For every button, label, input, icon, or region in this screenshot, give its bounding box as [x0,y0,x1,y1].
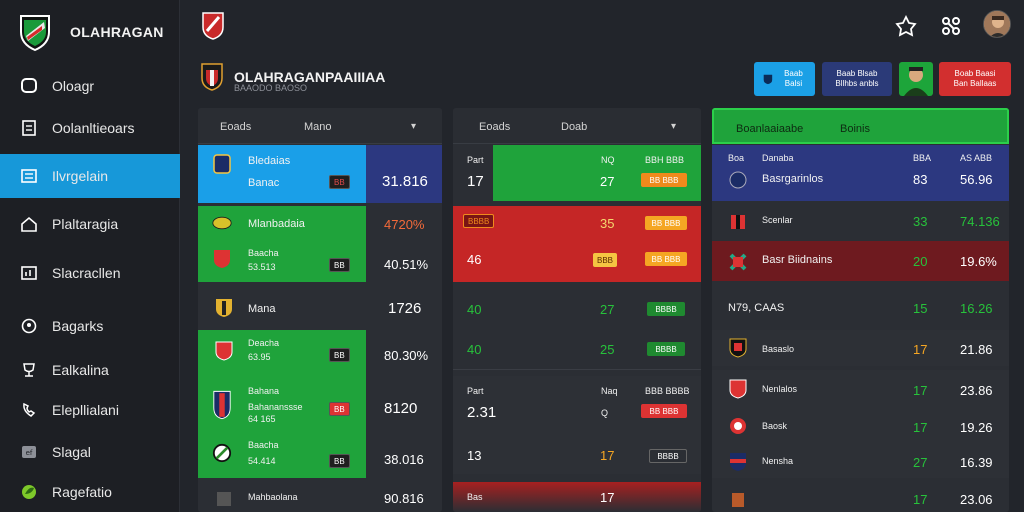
table-row[interactable]: Boa Danaba BBA AS ABB Basrgarinlos 83 56… [712,145,1009,201]
team-crest-icon [728,450,748,472]
matches-panel: Eoads Doab ▾ Part 17 NQ 27 BBH BBB BB BB… [453,108,701,512]
team-crest-icon [214,297,234,319]
table-row[interactable]: Part 17 NQ 27 BBH BBB BB BBB [453,145,701,201]
sidebar-item-elepllialani[interactable]: Elepllialani [0,388,180,432]
svg-text:ef: ef [26,449,33,457]
table-row[interactable]: N79, CAAS 15 16.26 [712,288,1009,330]
team-crest-icon [214,488,234,510]
chat-icon [20,77,38,95]
team-crest-icon [212,442,232,464]
team-crest-icon [728,488,748,510]
team-crest-icon [212,388,232,422]
header-action-button-3[interactable]: Boab Baasi Ban Ballaas [939,62,1011,96]
sidebar-item-bagarks[interactable]: Bagarks [0,304,180,348]
sidebar-item-oolanltieoars[interactable]: Oolanltieoars [0,106,180,150]
sidebar-item-label: Plaltaragia [52,216,119,232]
team-crest-icon [202,12,224,40]
table-row[interactable]: 40 25 BBBB [453,330,701,370]
sidebar-item-label: Slagal [52,444,91,460]
chart-icon [20,264,38,282]
shield-icon [763,74,773,85]
sidebar-item-plaltaragia[interactable]: Plaltaragia [0,202,180,246]
leaderboard-panel: Boanlaaiaabe Boinis Boa Danaba BBA AS AB… [712,108,1009,512]
header-action-button-2[interactable]: Baab Blsab Bllhbs anbls [822,62,892,96]
table-row[interactable]: Nenlalos 17 23.86 [712,370,1009,408]
star-icon[interactable] [894,14,918,38]
sidebar-item-ealkalina[interactable]: Ealkalina [0,348,180,392]
person-icon [20,317,38,335]
table-row[interactable]: Mana 1726 [198,288,442,330]
phone-icon [20,401,38,419]
brand-title: OLAHRAGAN [70,24,164,40]
team-crest-icon [728,211,748,233]
player-avatar-icon [904,67,928,96]
panel-header: Eoads Mano ▾ [198,108,442,144]
sidebar-item-label: Ilvrgelain [52,168,109,184]
table-row[interactable]: Mahbaolana 90.816 [198,482,442,512]
player-thumbnail[interactable] [899,62,933,96]
sidebar-item-ilvrgelain[interactable]: Ilvrgelain [0,154,180,198]
team-crest-icon [728,378,748,400]
panel-header: Boanlaaiaabe Boinis [712,108,1009,144]
brand-logo-icon [20,15,50,52]
team-crest-icon [728,251,748,273]
leaf-icon [20,483,38,501]
sidebar-item-label: Oloagr [52,78,95,94]
sort-icon[interactable]: ▾ [671,121,677,132]
table-row[interactable]: Mlanbadaia 4720% Baacha 53.513 BB 40.51% [198,206,442,282]
table-row-group[interactable]: Deacha 63.95 BB 80.30% Bahana Bahanansss… [198,330,442,478]
sidebar-item-slagal[interactable]: ef Slagal [0,430,180,474]
sidebar-item-label: Oolanltieoars [52,120,135,136]
table-row[interactable]: BBBB 46 35 BBB BB BBB BB BBB [453,206,701,282]
table-row[interactable]: 40 27 BBBB [453,288,701,330]
brand[interactable]: OLAHRAGAN [18,12,164,52]
table-row[interactable]: 17 23.06 [712,484,1009,512]
team-crest-icon [214,340,234,362]
sidebar-item-ragefatio[interactable]: Ragefatio [0,470,180,512]
panel-header: Eoads Doab ▾ [453,108,701,144]
team-crest-icon [201,63,223,91]
share-icon[interactable] [939,14,963,38]
sidebar-item-slacracllen[interactable]: Slacracllen [0,251,180,295]
odds-chip: BB BBB [645,252,687,266]
sidebar: OLAHRAGAN Oloagr Oolanltieoars Ilvrgelai… [0,0,180,512]
team-crest-icon [728,169,748,191]
table-row-group[interactable]: Part 2.31 Naq Q BBB BBBB BB BBB 13 17 BB… [453,376,701,474]
table-row[interactable]: Nensha 27 16.39 [712,444,1009,478]
table-row[interactable]: Bledaias Banac BB 31.816 [198,145,442,203]
document-icon [20,119,38,137]
sidebar-item-label: Elepllialani [52,402,119,418]
team-crest-icon [212,248,232,270]
team-crest-icon [212,153,232,175]
sidebar-item-oloagr[interactable]: Oloagr [0,64,180,108]
list-icon [20,167,38,185]
sidebar-item-label: Ealkalina [52,362,109,378]
page-title: OLAHRAGANPAAIIIAA [234,69,386,85]
team-crest-icon [728,337,748,359]
table-row[interactable]: Bas 17 [453,482,701,512]
trophy-icon [20,361,38,379]
table-row[interactable]: Basaslo 17 21.86 [712,330,1009,366]
page-subtitle: BAAODO BAOSO [234,83,308,93]
tag-icon: ef [20,443,38,461]
table-row[interactable]: Baosk 17 19.26 [712,408,1009,444]
sort-icon[interactable]: ▾ [411,121,417,132]
avatar[interactable] [983,10,1011,38]
team-crest-icon [212,212,232,234]
sidebar-item-label: Slacracllen [52,265,121,281]
header-action-button-1[interactable]: Baab Balsi [754,62,815,96]
table-row[interactable]: Scenlar 33 74.136 [712,201,1009,241]
team-crest-icon [728,415,748,437]
home-icon [20,215,38,233]
table-row[interactable]: Basr Biidnains 20 19.6% [712,241,1009,281]
page-header: OLAHRAGANPAAIIIAA [200,62,385,92]
sidebar-item-label: Bagarks [52,318,104,334]
sidebar-item-label: Ragefatio [52,484,112,500]
standings-panel: Eoads Mano ▾ Bledaias Banac BB 31.816 Ml… [198,108,442,512]
